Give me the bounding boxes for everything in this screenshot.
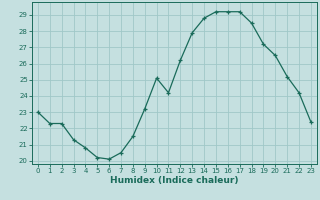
- X-axis label: Humidex (Indice chaleur): Humidex (Indice chaleur): [110, 176, 239, 185]
